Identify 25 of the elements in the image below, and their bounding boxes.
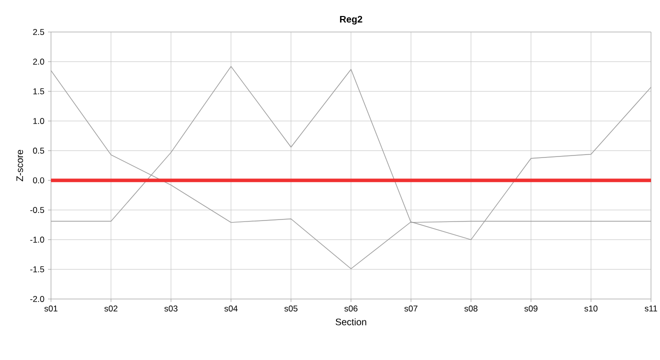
x-tick-label: s09 — [524, 306, 538, 312]
x-tick-label: s06 — [344, 306, 358, 312]
chart-title: Reg2 — [340, 16, 362, 24]
x-tick-label: s08 — [464, 306, 478, 312]
x-tick-label: s07 — [404, 306, 418, 312]
x-tick-label: s10 — [584, 306, 598, 312]
y-tick-label: 0.5 — [33, 148, 44, 154]
x-axis-title: Section — [336, 318, 366, 326]
line-series — [50, 70, 652, 270]
y-tick-label: 0.0 — [33, 177, 44, 184]
y-axis-title: Z-score — [16, 150, 24, 182]
y-tick-label: 2.5 — [33, 29, 44, 35]
x-tick-label: s05 — [284, 306, 298, 312]
x-tick-label: s02 — [104, 306, 118, 312]
y-tick-label: 2.0 — [33, 58, 44, 65]
y-tick-label: -1.0 — [30, 236, 44, 243]
x-tick-label: s11 — [644, 306, 658, 312]
x-tick-label: s04 — [224, 306, 238, 312]
x-tick-label: s01 — [44, 306, 58, 312]
y-tick-label: 1.5 — [33, 88, 44, 94]
y-tick-label: -1.5 — [30, 266, 44, 272]
x-tick-label: s03 — [164, 306, 178, 312]
y-tick-label: -0.5 — [30, 207, 44, 213]
y-tick-label: -2.0 — [30, 296, 44, 302]
y-tick-label: 1.0 — [33, 118, 44, 124]
